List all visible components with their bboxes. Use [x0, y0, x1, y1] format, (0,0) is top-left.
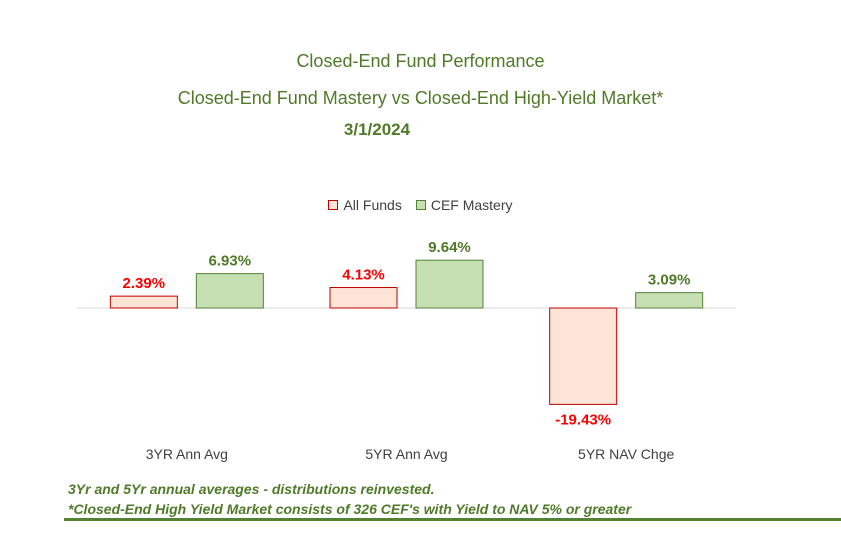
data-label-cef-mastery-2: 3.09%	[648, 272, 691, 289]
data-label-cef-mastery-1: 9.64%	[428, 239, 471, 256]
bar-all-funds-2	[549, 307, 618, 405]
data-label-cef-mastery-0: 6.93%	[209, 253, 252, 270]
bar-all-funds-0	[109, 295, 178, 309]
footnote-1: 3Yr and 5Yr annual averages - distributi…	[68, 481, 435, 497]
legend-swatch-cef-mastery	[415, 200, 426, 210]
chart-title: Closed-End Fund Performance	[296, 51, 545, 71]
legend-label-cef-mastery: CEF Mastery	[430, 197, 513, 213]
bar-all-funds-1	[329, 287, 398, 309]
x-tick-label-2: 5YR NAV Chge	[578, 446, 674, 462]
x-tick-label-0: 3YR Ann Avg	[146, 446, 228, 462]
data-label-all-funds-2: -19.43%	[555, 411, 611, 428]
data-label-all-funds-0: 2.39%	[123, 275, 166, 292]
chart-subtitle: Closed-End Fund Mastery vs Closed-End Hi…	[177, 88, 664, 108]
chart-date: 3/1/2024	[343, 120, 411, 139]
x-tick-label-1: 5YR Ann Avg	[365, 446, 447, 462]
data-label-all-funds-1: 4.13%	[342, 267, 385, 284]
bar-cef-mastery-1	[415, 259, 484, 309]
footnote-2: *Closed-End High Yield Market consists o…	[68, 501, 632, 517]
legend-item-all-funds: All Funds	[328, 197, 402, 213]
bar-cef-mastery-0	[195, 273, 264, 309]
chart-legend: All Funds CEF Mastery	[0, 197, 841, 213]
footnotes: 3Yr and 5Yr annual averages - distributi…	[68, 479, 828, 519]
legend-item-cef-mastery: CEF Mastery	[415, 197, 513, 213]
bar-cef-mastery-2	[635, 292, 704, 309]
legend-swatch-all-funds	[328, 200, 339, 210]
legend-label-all-funds: All Funds	[343, 197, 402, 213]
bottom-rule	[64, 518, 841, 521]
